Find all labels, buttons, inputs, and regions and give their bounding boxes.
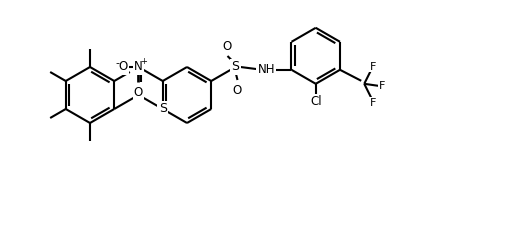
Text: Cl: Cl	[310, 95, 322, 108]
Text: NH: NH	[258, 63, 275, 76]
Text: F: F	[370, 62, 376, 72]
Text: F: F	[379, 81, 385, 91]
Text: F: F	[370, 98, 376, 108]
Text: S: S	[159, 103, 167, 116]
Text: N: N	[134, 61, 143, 74]
Text: -: -	[116, 58, 119, 68]
Text: O: O	[134, 86, 143, 98]
Text: O: O	[223, 41, 232, 53]
Text: S: S	[231, 61, 240, 74]
Text: O: O	[233, 83, 242, 96]
Text: O: O	[119, 61, 128, 74]
Text: +: +	[140, 58, 147, 66]
